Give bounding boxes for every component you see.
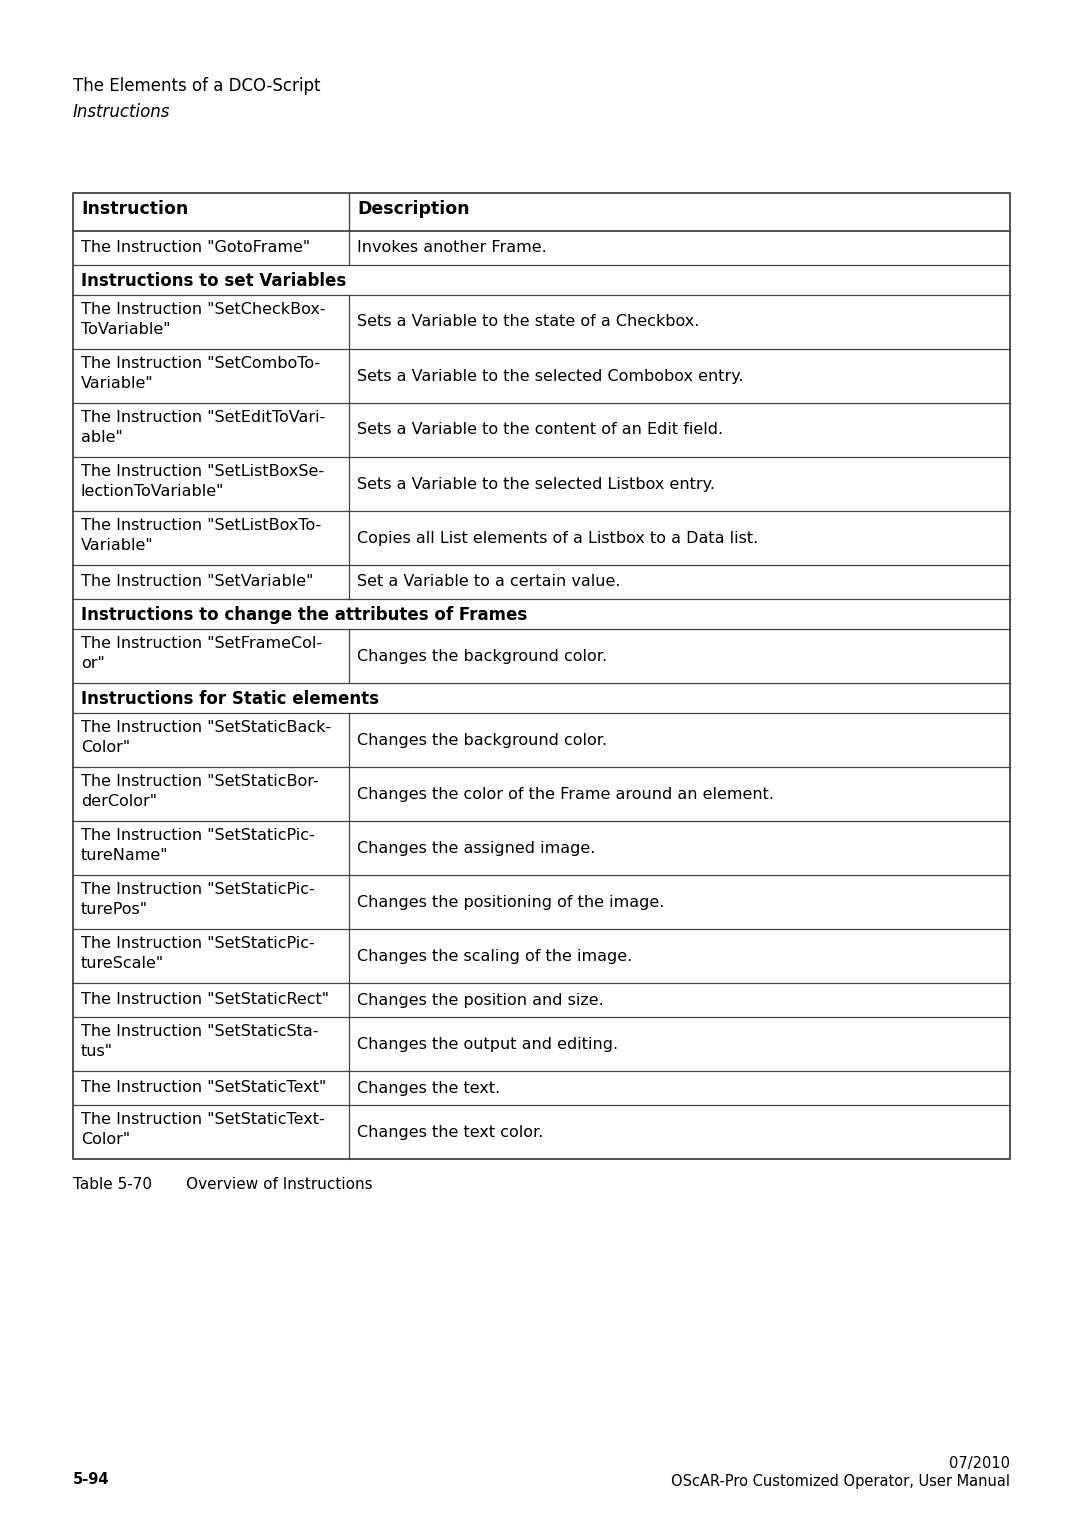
Text: OScAR-Pro Customized Operator, User Manual: OScAR-Pro Customized Operator, User Manu… (671, 1474, 1010, 1489)
Text: The Instruction "SetStaticPic-
tureName": The Instruction "SetStaticPic- tureName" (81, 828, 314, 863)
Text: Changes the text.: Changes the text. (357, 1081, 501, 1095)
Text: Changes the color of the Frame around an element.: Changes the color of the Frame around an… (357, 786, 774, 802)
Text: The Instruction "SetStaticPic-
turePos": The Instruction "SetStaticPic- turePos" (81, 883, 314, 918)
Text: Set a Variable to a certain value.: Set a Variable to a certain value. (357, 574, 621, 589)
Text: Sets a Variable to the selected Listbox entry.: Sets a Variable to the selected Listbox … (357, 476, 715, 492)
Text: Instructions to change the attributes of Frames: Instructions to change the attributes of… (81, 606, 527, 625)
Text: Sets a Variable to the selected Combobox entry.: Sets a Variable to the selected Combobox… (357, 368, 744, 383)
Text: Changes the positioning of the image.: Changes the positioning of the image. (357, 895, 665, 910)
Text: The Instruction "SetStaticSta-
tus": The Instruction "SetStaticSta- tus" (81, 1025, 319, 1060)
Text: Changes the background color.: Changes the background color. (357, 733, 608, 748)
Text: The Instruction "SetStaticBack-
Color": The Instruction "SetStaticBack- Color" (81, 721, 332, 756)
Text: The Instruction "SetStaticBor-
derColor": The Instruction "SetStaticBor- derColor" (81, 774, 319, 809)
Text: Instructions for Static elements: Instructions for Static elements (81, 690, 379, 709)
Text: Sets a Variable to the state of a Checkbox.: Sets a Variable to the state of a Checkb… (357, 315, 700, 330)
Text: Changes the position and size.: Changes the position and size. (357, 993, 604, 1008)
Text: The Instruction "SetEditToVari-
able": The Instruction "SetEditToVari- able" (81, 411, 325, 446)
Text: The Instruction "GotoFrame": The Instruction "GotoFrame" (81, 240, 310, 255)
Text: The Instruction "SetStaticText": The Instruction "SetStaticText" (81, 1081, 326, 1095)
Text: Table 5-70       Overview of Instructions: Table 5-70 Overview of Instructions (73, 1177, 373, 1193)
Text: The Instruction "SetStaticRect": The Instruction "SetStaticRect" (81, 993, 329, 1008)
Text: Sets a Variable to the content of an Edit field.: Sets a Variable to the content of an Edi… (357, 423, 724, 438)
Text: Changes the output and editing.: Changes the output and editing. (357, 1037, 619, 1052)
Text: Changes the scaling of the image.: Changes the scaling of the image. (357, 948, 633, 964)
Text: 07/2010: 07/2010 (949, 1457, 1010, 1471)
Text: The Elements of a DCO-Script: The Elements of a DCO-Script (73, 76, 321, 95)
Text: The Instruction "SetStaticText-
Color": The Instruction "SetStaticText- Color" (81, 1112, 325, 1147)
Bar (73, 192, 1010, 1159)
Text: The Instruction "SetCheckBox-
ToVariable": The Instruction "SetCheckBox- ToVariable… (81, 302, 326, 337)
Text: The Instruction "SetListBoxSe-
lectionToVariable": The Instruction "SetListBoxSe- lectionTo… (81, 464, 324, 499)
Text: Instruction: Instruction (81, 200, 188, 218)
Text: 5-94: 5-94 (73, 1472, 109, 1487)
Text: The Instruction "SetListBoxTo-
Variable": The Instruction "SetListBoxTo- Variable" (81, 518, 321, 553)
Text: The Instruction "SetStaticPic-
tureScale": The Instruction "SetStaticPic- tureScale… (81, 936, 314, 971)
Text: Changes the assigned image.: Changes the assigned image. (357, 840, 596, 855)
Text: Copies all List elements of a Listbox to a Data list.: Copies all List elements of a Listbox to… (357, 530, 758, 545)
Text: Changes the text color.: Changes the text color. (357, 1124, 544, 1139)
Text: Instructions to set Variables: Instructions to set Variables (81, 272, 347, 290)
Text: The Instruction "SetVariable": The Instruction "SetVariable" (81, 574, 313, 589)
Text: Changes the background color.: Changes the background color. (357, 649, 608, 664)
Text: Description: Description (357, 200, 470, 218)
Text: Instructions: Instructions (73, 102, 171, 121)
Text: The Instruction "SetComboTo-
Variable": The Instruction "SetComboTo- Variable" (81, 356, 320, 391)
Text: Invokes another Frame.: Invokes another Frame. (357, 240, 548, 255)
Text: The Instruction "SetFrameCol-
or": The Instruction "SetFrameCol- or" (81, 637, 322, 672)
